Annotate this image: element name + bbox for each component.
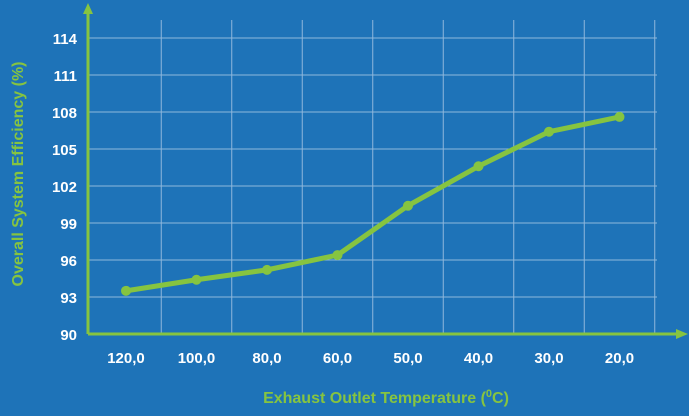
y-tick-labels: 90 93 96 99 102 105 108 111 114: [52, 31, 78, 344]
data-point: [614, 111, 625, 122]
x-tick-label: 120,0: [107, 350, 145, 367]
x-tick-label: 50,0: [393, 350, 422, 367]
axes: [83, 3, 688, 339]
x-axis-arrow-icon: [676, 329, 688, 339]
grid-lines: [88, 20, 657, 334]
y-axis-arrow-icon: [83, 3, 93, 14]
data-point: [262, 264, 272, 275]
y-tick-label: 111: [54, 68, 77, 85]
data-point: [473, 161, 484, 172]
x-tick-label: 60,0: [323, 350, 352, 367]
x-tick-label: 20,0: [605, 350, 634, 367]
x-tick-label: 100,0: [178, 350, 216, 367]
y-tick-label: 93: [60, 290, 77, 307]
series-line: [123, 114, 622, 294]
x-tick-labels: 120,0 100,0 80,0 60,0 50,0 40,0 30,0 20,0: [107, 350, 634, 367]
data-point: [403, 200, 413, 211]
data-point: [544, 126, 554, 137]
y-tick-label: 102: [52, 179, 77, 196]
data-point: [191, 274, 202, 285]
x-axis-title: Exhaust Outlet Temperature (0C): [263, 388, 509, 407]
x-tick-label: 80,0: [252, 350, 281, 367]
data-point: [121, 285, 131, 296]
y-tick-label: 99: [60, 216, 77, 233]
y-axis-title: Overall System Efficiency (%): [10, 62, 27, 287]
x-tick-label: 30,0: [534, 350, 563, 367]
data-point: [332, 250, 343, 261]
y-tick-label: 114: [53, 31, 78, 48]
y-tick-label: 90: [60, 327, 77, 344]
x-tick-label: 40,0: [464, 350, 493, 367]
y-tick-label: 96: [60, 253, 77, 270]
y-tick-label: 105: [52, 142, 77, 159]
series-efficiency: [121, 111, 625, 296]
y-tick-label: 108: [52, 105, 77, 122]
